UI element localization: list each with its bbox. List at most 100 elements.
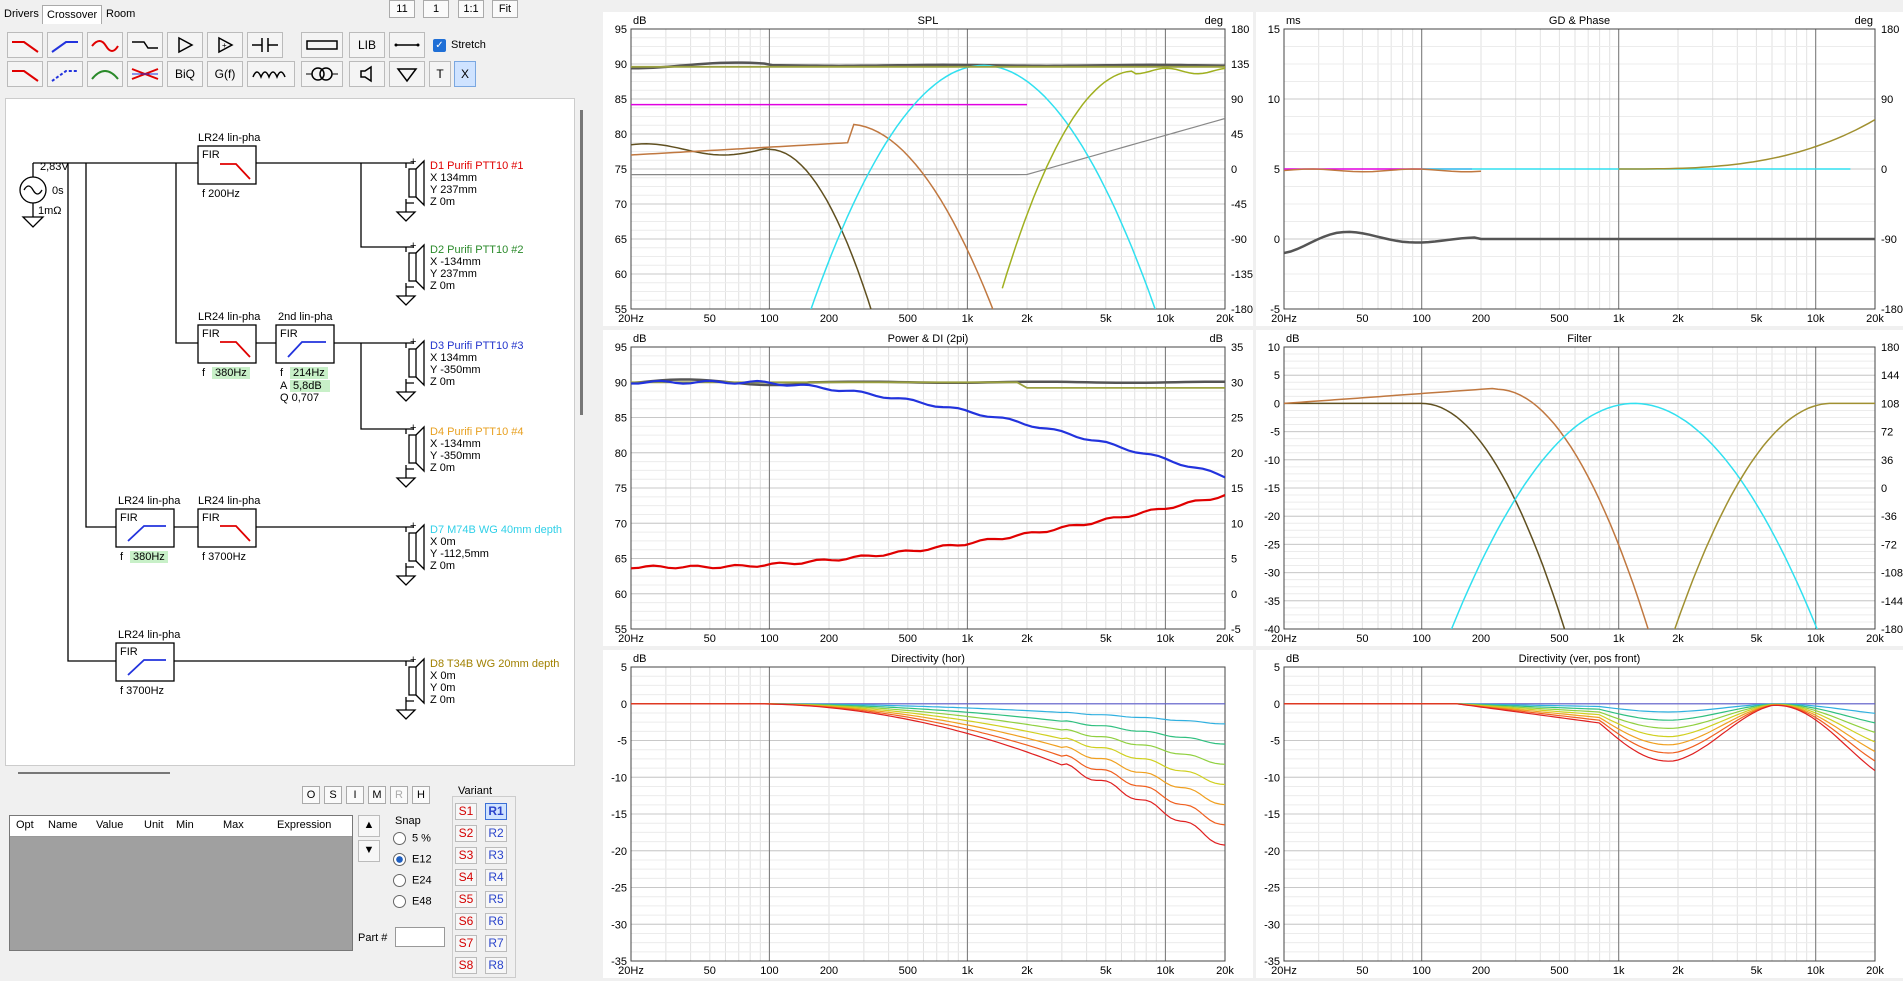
resistor-tool[interactable] bbox=[301, 32, 343, 58]
variant-s3-button[interactable]: S3 bbox=[455, 847, 477, 864]
library-button[interactable]: LIB bbox=[349, 32, 385, 58]
tab-crossover[interactable]: Crossover bbox=[42, 5, 103, 24]
radio-icon[interactable] bbox=[393, 832, 406, 845]
lowpass-slope-tool[interactable] bbox=[87, 32, 123, 58]
directivity-hor-chart[interactable]: 5 0 -5 -10 -15 -20 -25 -30 -35 20Hz 50 100 200 500 1k 2… bbox=[603, 650, 1253, 978]
snap-option[interactable]: E12 bbox=[393, 853, 432, 866]
voltage-source[interactable] bbox=[19, 162, 50, 228]
table-header-value[interactable]: Value bbox=[96, 819, 124, 831]
ground-tool[interactable] bbox=[389, 61, 425, 87]
table-header-expression[interactable]: Expression bbox=[277, 819, 332, 831]
block4-freq-value[interactable]: 380Hz bbox=[133, 551, 165, 563]
shelf-filter-tool[interactable] bbox=[127, 32, 163, 58]
table-header-min[interactable]: Min bbox=[176, 819, 194, 831]
variant-s8-button[interactable]: S8 bbox=[455, 957, 477, 974]
block3-freq-value[interactable]: 214Hz bbox=[293, 367, 325, 379]
transformer-tool[interactable] bbox=[301, 61, 343, 87]
table-header-unit[interactable]: Unit bbox=[144, 819, 164, 831]
snap-option[interactable]: E48 bbox=[393, 895, 432, 908]
spl-chart[interactable]: 95 90 85 80 75 70 65 60 55 180 135 90 45 0 -45 -90 -135 -… bbox=[603, 12, 1253, 326]
variant-r8-button[interactable]: R8 bbox=[485, 957, 507, 974]
text-tool[interactable]: T bbox=[429, 61, 451, 87]
radio-icon[interactable] bbox=[393, 853, 406, 866]
variant-r2-button[interactable]: R2 bbox=[485, 825, 507, 842]
filter-block-2[interactable] bbox=[197, 324, 257, 364]
radio-icon[interactable] bbox=[393, 874, 406, 887]
zoom-1to1-button[interactable]: 1:1 bbox=[458, 0, 484, 18]
fit-button[interactable]: Fit bbox=[492, 0, 518, 18]
variant-s5-button[interactable]: S5 bbox=[455, 891, 477, 908]
filter-block-1[interactable] bbox=[197, 145, 257, 185]
table-header-opt[interactable]: Opt bbox=[16, 819, 34, 831]
buffer-tool[interactable]: + bbox=[207, 32, 243, 58]
bandpass-tool[interactable] bbox=[87, 61, 123, 87]
lowpass-2-tool[interactable] bbox=[7, 61, 43, 87]
filter-block-5[interactable] bbox=[197, 508, 257, 548]
wire-tool[interactable] bbox=[389, 32, 425, 58]
capacitor-tool[interactable] bbox=[247, 32, 283, 58]
variant-s1-button[interactable]: S1 bbox=[455, 803, 477, 820]
filter-block-6[interactable] bbox=[115, 642, 175, 682]
osim-button-i[interactable]: I bbox=[346, 786, 364, 804]
osim-button-h[interactable]: H bbox=[412, 786, 430, 804]
schematic-canvas[interactable]: 2,83V 0s 1mΩ LR24 lin-pha FIR f 200Hz LR… bbox=[5, 98, 575, 766]
filter-block-4[interactable] bbox=[115, 508, 175, 548]
move-down-button[interactable]: ▼ bbox=[358, 840, 380, 862]
block3-gain-value[interactable]: 5,8dB bbox=[293, 380, 322, 392]
osim-button-s[interactable]: S bbox=[324, 786, 342, 804]
highpass-filter-tool[interactable] bbox=[47, 32, 83, 58]
zoom-11-button[interactable]: 11 bbox=[389, 0, 415, 18]
filter-chart[interactable]: 10 5 0 -5 -10 -15 -20 -25 -30 -35 -40 180 144 108 72 36… bbox=[1256, 330, 1903, 646]
block2-freq-value[interactable]: 380Hz bbox=[215, 367, 247, 379]
biquad-button[interactable]: BiQ bbox=[167, 61, 203, 87]
zoom-1-button[interactable]: 1 bbox=[423, 0, 449, 18]
variant-s4-button[interactable]: S4 bbox=[455, 869, 477, 886]
filter-block-3[interactable] bbox=[275, 324, 335, 364]
param-table[interactable]: Opt Name Value Unit Min Max Expression bbox=[9, 815, 353, 951]
driver-1-x: X 134mm bbox=[430, 172, 477, 184]
variant-r4-button[interactable]: R4 bbox=[485, 869, 507, 886]
tab-room[interactable]: Room bbox=[106, 8, 136, 20]
snap-option[interactable]: 5 % bbox=[393, 832, 431, 845]
variant-r7-button[interactable]: R7 bbox=[485, 935, 507, 952]
y-tick-label: -30 bbox=[1264, 568, 1280, 580]
variant-r1-button[interactable]: R1 bbox=[485, 803, 507, 820]
move-up-button[interactable]: ▲ bbox=[358, 815, 380, 837]
osim-button-m[interactable]: M bbox=[368, 786, 386, 804]
snap-option[interactable]: E24 bbox=[393, 874, 432, 887]
variant-s2-button[interactable]: S2 bbox=[455, 825, 477, 842]
gd-phase-chart[interactable]: 15 10 5 0 -5 180 90 0 -90 -180 20Hz 50 100 200 500 1k 2k… bbox=[1256, 12, 1903, 326]
table-header-name[interactable]: Name bbox=[48, 819, 78, 831]
variant-r3-button[interactable]: R3 bbox=[485, 847, 507, 864]
block6-freq: f 3700Hz bbox=[120, 685, 164, 697]
radio-icon[interactable] bbox=[393, 895, 406, 908]
tab-drivers[interactable]: Drivers bbox=[4, 8, 39, 20]
osim-button-r[interactable]: R bbox=[390, 786, 408, 804]
variant-r6-button[interactable]: R6 bbox=[485, 913, 507, 930]
power-di-chart[interactable]: 95 90 85 80 75 70 65 60 55 35 30 25 20 15 10 5 0 -5 20Hz 50… bbox=[603, 330, 1253, 646]
speaker-icon[interactable] bbox=[349, 61, 385, 87]
variant-s6-button[interactable]: S6 bbox=[455, 913, 477, 930]
directivity-ver-chart[interactable]: 5 0 -5 -10 -15 -20 -25 -30 -35 20Hz 50 100 200 500 1k 2… bbox=[1256, 650, 1903, 978]
x-tool[interactable]: X bbox=[454, 61, 476, 87]
gf-button[interactable]: G(f) bbox=[207, 61, 243, 87]
notch-tool[interactable] bbox=[127, 61, 163, 87]
part-number-input[interactable] bbox=[395, 927, 445, 947]
variant-r5-button[interactable]: R5 bbox=[485, 891, 507, 908]
highpass-2-tool[interactable] bbox=[47, 61, 83, 87]
amplifier-tool[interactable] bbox=[167, 32, 203, 58]
lowpass-filter-tool[interactable] bbox=[7, 32, 43, 58]
hscroll[interactable] bbox=[18, 772, 170, 774]
osim-button-o[interactable]: O bbox=[302, 786, 320, 804]
canvas-scrollbar[interactable] bbox=[580, 110, 583, 415]
variant-s7-button[interactable]: S7 bbox=[455, 935, 477, 952]
inductor-tool[interactable] bbox=[247, 61, 295, 87]
stretch-checkbox[interactable]: ✓ bbox=[433, 39, 446, 52]
table-header-max[interactable]: Max bbox=[223, 819, 244, 831]
